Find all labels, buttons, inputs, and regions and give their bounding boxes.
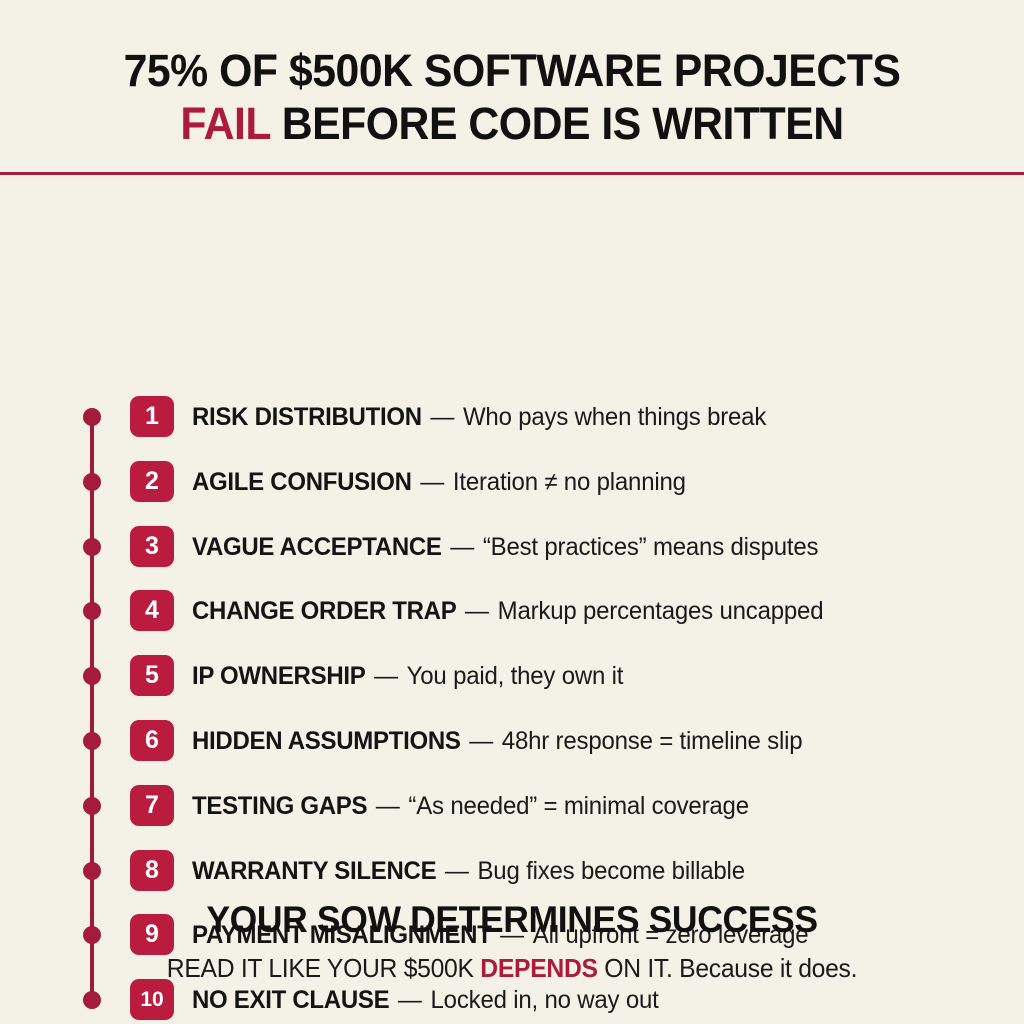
item-number-badge: 1 — [130, 396, 174, 438]
timeline-dot-icon — [83, 602, 101, 621]
footer-sub-before: READ IT LIKE YOUR $500K — [166, 953, 481, 983]
list-item-dash: — — [369, 791, 407, 820]
list-item-title: AGILE CONFUSION — [192, 467, 412, 496]
list-item-description: You paid, they own it — [406, 661, 624, 690]
list-item-text: TESTING GAPS — “As needed” = minimal cov… — [192, 791, 962, 820]
timeline-dot-icon — [83, 926, 101, 945]
timeline-dot-icon — [83, 732, 101, 751]
list-item: 6 HIDDEN ASSUMPTIONS — 48hr response = ti… — [0, 717, 1024, 765]
item-number-badge: 8 — [130, 850, 174, 892]
list-item-dash: — — [493, 920, 531, 949]
list-item-title: RISK DISTRIBUTION — [192, 402, 422, 431]
list-item-title: HIDDEN ASSUMPTIONS — [192, 726, 461, 755]
list-item-dash: — — [423, 402, 462, 431]
footer-sub-tail: Because it does. — [679, 953, 858, 983]
risk-list: 1 RISK DISTRIBUTION — Who pays when thing… — [0, 175, 1024, 1021]
list-item-title: VAGUE ACCEPTANCE — [192, 532, 442, 561]
page-title: 75% OF $500K SOFTWARE PROJECTS FAIL BEFO… — [64, 44, 961, 150]
list-item-text: AGILE CONFUSION — Iteration ≠ no plannin… — [192, 467, 962, 496]
list-item-title: WARRANTY SILENCE — [192, 856, 437, 885]
depends-highlight: DEPENDS — [480, 953, 598, 983]
list-item: 1 RISK DISTRIBUTION — Who pays when thing… — [0, 393, 1024, 441]
list-item-description: All upfront = zero leverage — [532, 920, 809, 949]
list-item: 4 CHANGE ORDER TRAP — Markup percentages … — [0, 587, 1024, 635]
item-number-badge: 6 — [130, 720, 174, 762]
timeline-line — [90, 416, 94, 1002]
fail-highlight: FAIL — [180, 98, 271, 150]
list-item: 7 TESTING GAPS — “As needed” = minimal co… — [0, 782, 1024, 830]
list-item-dash: — — [458, 596, 496, 625]
footer-sub-after: ON IT. — [597, 953, 680, 983]
list-item-dash: — — [462, 726, 500, 755]
list-item-description: Locked in, no way out — [430, 985, 659, 1014]
footer-headline: YOUR SOW DETERMINES SUCCESS — [206, 899, 818, 941]
list-item-text: WARRANTY SILENCE — Bug fixes become bill… — [192, 856, 962, 885]
list-item-text: NO EXIT CLAUSE — Locked in, no way out — [192, 985, 962, 1014]
header: 75% OF $500K SOFTWARE PROJECTS FAIL BEFO… — [0, 0, 1024, 150]
item-number-badge: 7 — [130, 785, 174, 827]
footer-subline: READ IT LIKE YOUR $500K DEPENDS ON IT. B… — [54, 953, 970, 984]
list-item-dash: — — [391, 985, 429, 1014]
timeline-dot-icon — [83, 538, 101, 557]
list-item-title: CHANGE ORDER TRAP — [192, 596, 457, 625]
timeline-dot-icon — [83, 408, 101, 427]
list-item-description: 48hr response = timeline slip — [501, 726, 803, 755]
list-item: 8 WARRANTY SILENCE — Bug fixes become bil… — [0, 847, 1024, 895]
item-number-badge: 2 — [130, 461, 174, 503]
list-item-description: “Best practices” means disputes — [482, 532, 819, 561]
list-item-title: NO EXIT CLAUSE — [192, 985, 390, 1014]
item-number-badge: 3 — [130, 526, 174, 568]
timeline-dot-icon — [83, 797, 101, 816]
list-item-dash: — — [438, 856, 476, 885]
list-item: 5 IP OWNERSHIP — You paid, they own it — [0, 652, 1024, 700]
list-item-text: PAYMENT MISALIGNMENT — All upfront = zer… — [192, 920, 962, 949]
list-item-dash: — — [443, 532, 481, 561]
list-item-description: Bug fixes become billable — [477, 856, 745, 885]
list-item-text: VAGUE ACCEPTANCE — “Best practices” mean… — [192, 532, 962, 561]
list-item-text: RISK DISTRIBUTION — Who pays when things… — [192, 402, 962, 431]
headline-line-2-rest: BEFORE CODE IS WRITTEN — [270, 98, 844, 150]
list-item: 3 VAGUE ACCEPTANCE — “Best practices” mea… — [0, 523, 1024, 571]
list-item-dash: — — [367, 661, 405, 690]
header-divider — [0, 172, 1024, 176]
list-item-text: HIDDEN ASSUMPTIONS — 48hr response = tim… — [192, 726, 962, 755]
list-item-title: IP OWNERSHIP — [192, 661, 366, 690]
list-item-description: Iteration ≠ no planning — [452, 467, 686, 496]
footer: YOUR SOW DETERMINES SUCCESS READ IT LIKE… — [0, 900, 1024, 1024]
list-item: 2 AGILE CONFUSION — Iteration ≠ no planni… — [0, 458, 1024, 506]
list-item-title: TESTING GAPS — [192, 791, 368, 820]
list-item-title: PAYMENT MISALIGNMENT — [192, 920, 492, 949]
list-item: 9 PAYMENT MISALIGNMENT — All upfront = ze… — [0, 911, 1024, 959]
list-item-text: IP OWNERSHIP — You paid, they own it — [192, 661, 962, 690]
headline-line-1: 75% OF $500K SOFTWARE PROJECTS — [123, 45, 901, 96]
item-number-badge: 10 — [130, 979, 174, 1021]
timeline-dot-icon — [83, 991, 101, 1010]
timeline-dot-icon — [83, 862, 101, 881]
list-item-dash: — — [413, 467, 451, 496]
list-item-description: “As needed” = minimal coverage — [408, 791, 749, 820]
list-item-description: Who pays when things break — [462, 402, 767, 431]
headline-line-2: FAIL BEFORE CODE IS WRITTEN — [64, 97, 961, 150]
list-item: 10 NO EXIT CLAUSE — Locked in, no way out — [0, 976, 1024, 1024]
timeline-dot-icon — [83, 473, 101, 492]
list-item-text: CHANGE ORDER TRAP — Markup percentages u… — [192, 596, 962, 625]
item-number-badge: 9 — [130, 914, 174, 956]
item-number-badge: 5 — [130, 655, 174, 697]
timeline-dot-icon — [83, 667, 101, 686]
item-number-badge: 4 — [130, 590, 174, 632]
list-item-description: Markup percentages uncapped — [497, 596, 824, 625]
